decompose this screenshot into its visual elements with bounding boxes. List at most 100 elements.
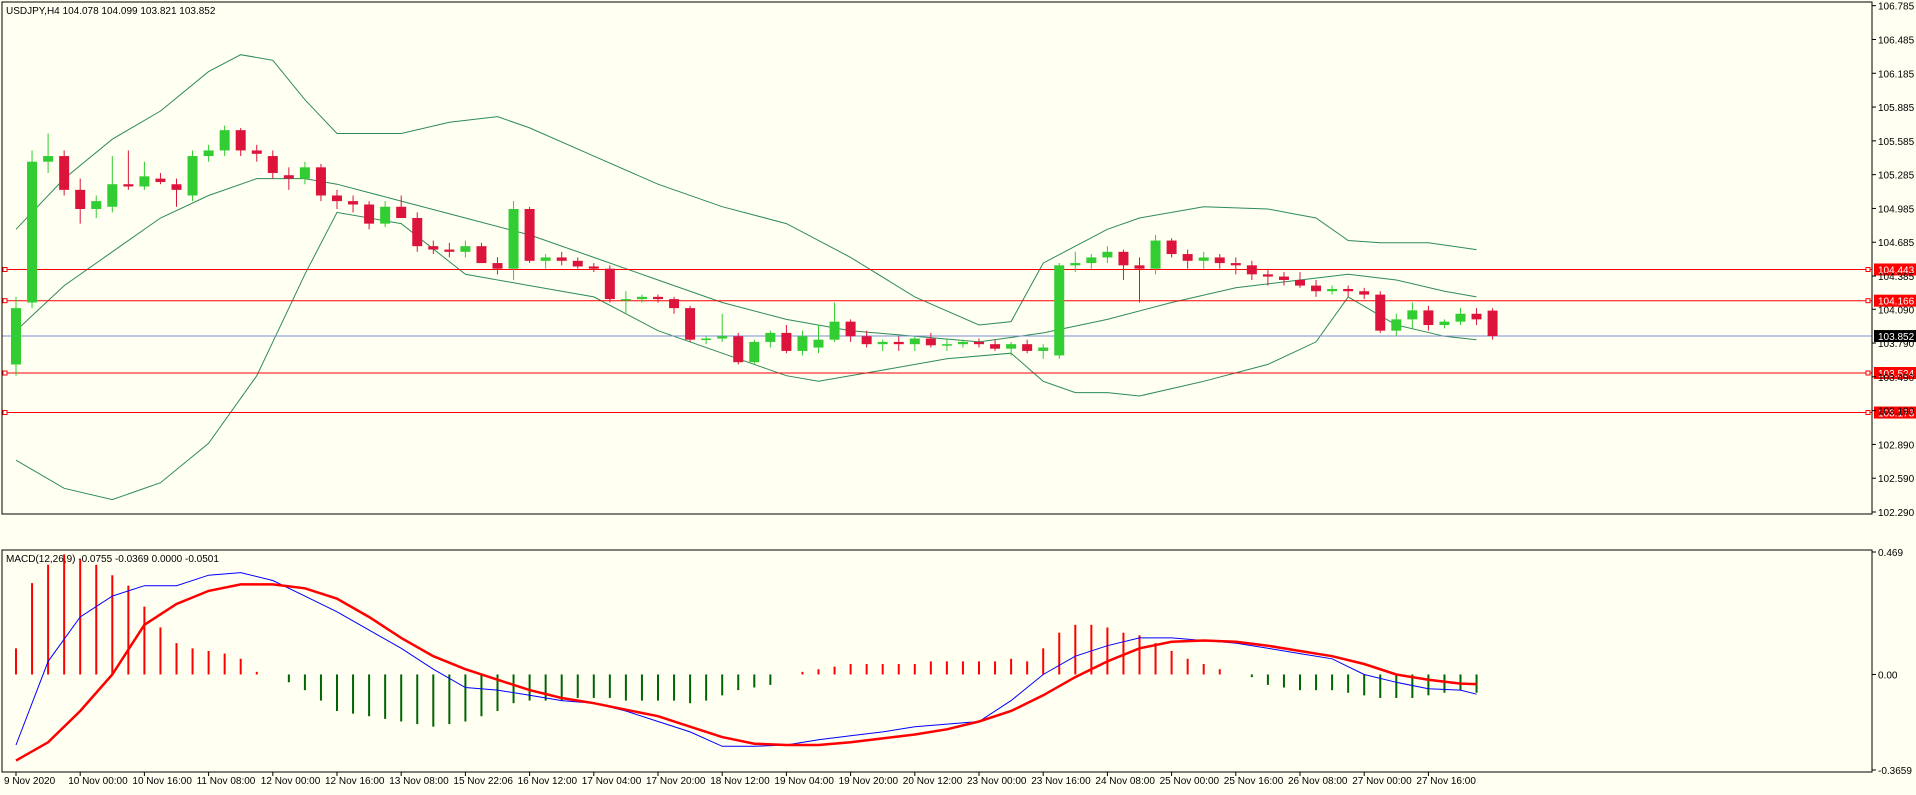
- bear-candle: [1230, 263, 1241, 266]
- bear-candle: [524, 209, 535, 261]
- level-left-handle: [2, 298, 8, 304]
- time-tick-label: 20 Nov 12:00: [903, 776, 963, 787]
- bull-candle: [1198, 257, 1209, 261]
- time-tick-label: 19 Nov 20:00: [839, 776, 899, 787]
- bear-candle: [171, 184, 182, 190]
- bear-candle: [428, 246, 439, 250]
- bear-candle: [476, 246, 487, 264]
- level-price-label: 104.166: [1878, 297, 1915, 308]
- price-tick-label: 102.890: [1878, 440, 1915, 451]
- bear-candle: [1214, 257, 1225, 264]
- bear-candle: [1471, 313, 1482, 320]
- bear-candle: [1166, 240, 1177, 255]
- level-price-tag: [1874, 406, 1916, 419]
- bear-candle: [1022, 344, 1033, 351]
- macd-lines: [15, 572, 1477, 762]
- bear-candle: [59, 156, 70, 190]
- macd-histogram: [15, 554, 1478, 727]
- bull-candle: [797, 336, 808, 351]
- bull-candle: [765, 332, 776, 342]
- bull-candle: [1150, 240, 1161, 269]
- bear-candle: [251, 150, 262, 154]
- bull-candle: [187, 156, 198, 196]
- time-tick-label: 25 Nov 16:00: [1224, 776, 1284, 787]
- bear-candle: [1375, 294, 1386, 331]
- bear-candle: [1311, 285, 1322, 292]
- bull-candle: [540, 257, 551, 261]
- level-left-handle: [2, 410, 8, 416]
- bull-candle: [1038, 347, 1049, 351]
- bull-candle: [1327, 288, 1338, 292]
- level-right-handle: [1865, 298, 1871, 304]
- time-tick-label: 27 Nov 16:00: [1416, 776, 1476, 787]
- bear-candle: [572, 260, 583, 267]
- bear-candle: [412, 218, 423, 247]
- price-tick-label: 105.885: [1878, 103, 1915, 114]
- bear-candle: [781, 332, 792, 351]
- level-right-handle: [1865, 370, 1871, 376]
- macd-axis[interactable]: 0.469 0.00 -0.3659: [1871, 548, 1912, 777]
- time-tick-label: 24 Nov 08:00: [1095, 776, 1155, 787]
- horizontal-levels[interactable]: 104.443 104.166 103.524 103.173 103.852: [2, 263, 1916, 420]
- bear-candle: [604, 268, 615, 300]
- bull-candle: [380, 206, 391, 224]
- bull-candle: [1054, 265, 1065, 356]
- bull-candle: [1407, 310, 1418, 320]
- price-tick-label: 102.590: [1878, 474, 1915, 485]
- price-pane[interactable]: 104.443 104.166 103.524 103.173 103.852: [2, 54, 1916, 501]
- time-tick-label: 17 Nov 04:00: [582, 776, 642, 787]
- macd-main-line: [15, 572, 1477, 747]
- bull-candle: [460, 246, 471, 252]
- bull-candle: [219, 130, 230, 151]
- bear-candle: [235, 130, 246, 151]
- bear-candle: [685, 308, 696, 340]
- price-tick-label: 106.485: [1878, 35, 1915, 46]
- bear-candle: [1359, 291, 1370, 295]
- time-tick-label: 23 Nov 16:00: [1031, 776, 1091, 787]
- price-tick-label: 104.985: [1878, 204, 1915, 215]
- time-tick-label: 11 Nov 08:00: [197, 776, 256, 787]
- macd-pane[interactable]: [15, 554, 1478, 762]
- bollinger-bands: [15, 54, 1477, 501]
- bear-candle: [315, 167, 326, 196]
- macd-signal-line: [15, 583, 1477, 762]
- symbol-readout: USDJPY,H4 104.078 104.099 103.821 103.85…: [6, 6, 216, 17]
- bull-candle: [508, 209, 519, 269]
- bull-candle: [91, 201, 102, 210]
- bull-candle: [1086, 257, 1097, 264]
- time-tick-label: 19 Nov 04:00: [774, 776, 834, 787]
- bear-candle: [283, 175, 294, 179]
- price-tick-label: 104.685: [1878, 238, 1915, 249]
- bull-candle: [957, 341, 968, 345]
- price-tick-label: 106.185: [1878, 69, 1915, 80]
- level-left-handle: [2, 266, 8, 272]
- bear-candle: [444, 249, 455, 252]
- bull-candle: [717, 336, 728, 339]
- price-tick-label: 105.285: [1878, 171, 1915, 182]
- bear-candle: [733, 336, 744, 363]
- bear-candle: [556, 257, 567, 261]
- bear-candle: [123, 184, 134, 187]
- time-axis[interactable]: 9 Nov 2020 10 Nov 00:00 10 Nov 16:00 11 Nov…: [4, 772, 1476, 787]
- bear-candle: [1278, 276, 1289, 280]
- bear-candle: [267, 156, 278, 173]
- bull-candle: [620, 299, 631, 301]
- bear-candle: [974, 341, 984, 345]
- level-price-label: 104.443: [1878, 265, 1915, 276]
- bear-candle: [1295, 279, 1305, 286]
- bollinger-middle-band: [15, 178, 1477, 343]
- time-tick-label: 26 Nov 08:00: [1288, 776, 1348, 787]
- bear-candle: [1246, 265, 1257, 275]
- price-tick-label: 103.190: [1878, 407, 1915, 418]
- time-tick-label: 15 Nov 22:06: [453, 776, 513, 787]
- time-tick-label: 27 Nov 00:00: [1352, 776, 1412, 787]
- price-tick-label: 103.490: [1878, 373, 1915, 384]
- candlesticks: [11, 125, 1498, 376]
- level-right-handle: [1865, 410, 1871, 416]
- bull-candle: [1006, 344, 1017, 349]
- price-axis[interactable]: 106.785 106.485 106.185 105.885 105.585 105.2…: [1871, 2, 1915, 519]
- price-tick-label: 102.290: [1878, 508, 1915, 519]
- bear-candle: [396, 206, 407, 219]
- bull-candle: [107, 184, 118, 207]
